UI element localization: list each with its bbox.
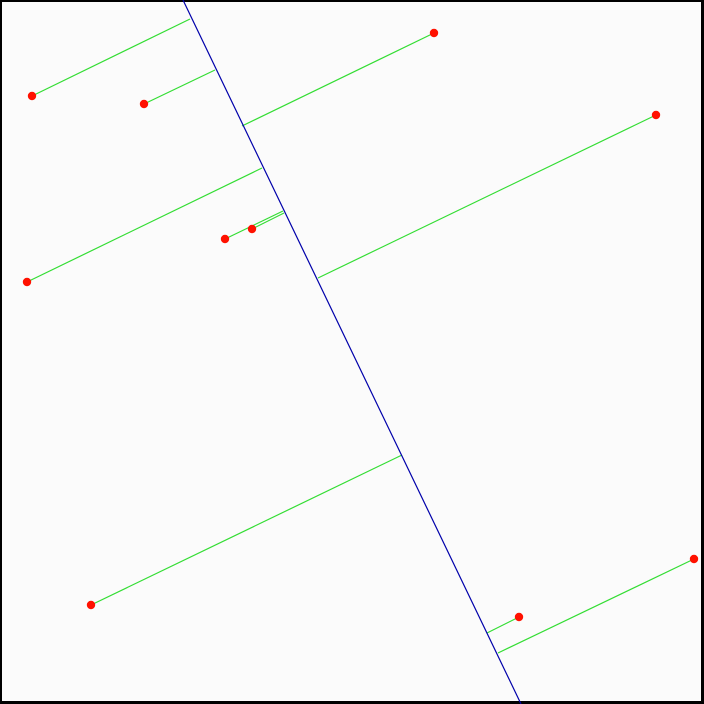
projection-line-6 <box>251 212 285 230</box>
projection-line-1 <box>31 18 191 97</box>
data-point-5 <box>220 234 230 244</box>
fitted-line <box>182 0 522 704</box>
data-point-7 <box>651 110 661 120</box>
projection-line-3 <box>241 32 435 127</box>
projection-line-8 <box>90 454 403 606</box>
data-point-9 <box>514 612 524 622</box>
projection-line-10 <box>497 558 695 654</box>
data-point-2 <box>139 99 149 109</box>
projection-line-2 <box>143 69 216 105</box>
data-points <box>22 28 699 622</box>
data-point-3 <box>429 28 439 38</box>
data-point-6 <box>247 224 257 234</box>
projection-lines <box>26 18 695 654</box>
projection-line-7 <box>317 114 657 279</box>
data-point-1 <box>27 91 37 101</box>
data-point-4 <box>22 277 32 287</box>
projection-line-5 <box>224 210 284 240</box>
projection-line-4 <box>26 167 263 283</box>
data-point-10 <box>689 554 699 564</box>
data-point-8 <box>86 600 96 610</box>
projection-line-9 <box>486 616 520 634</box>
